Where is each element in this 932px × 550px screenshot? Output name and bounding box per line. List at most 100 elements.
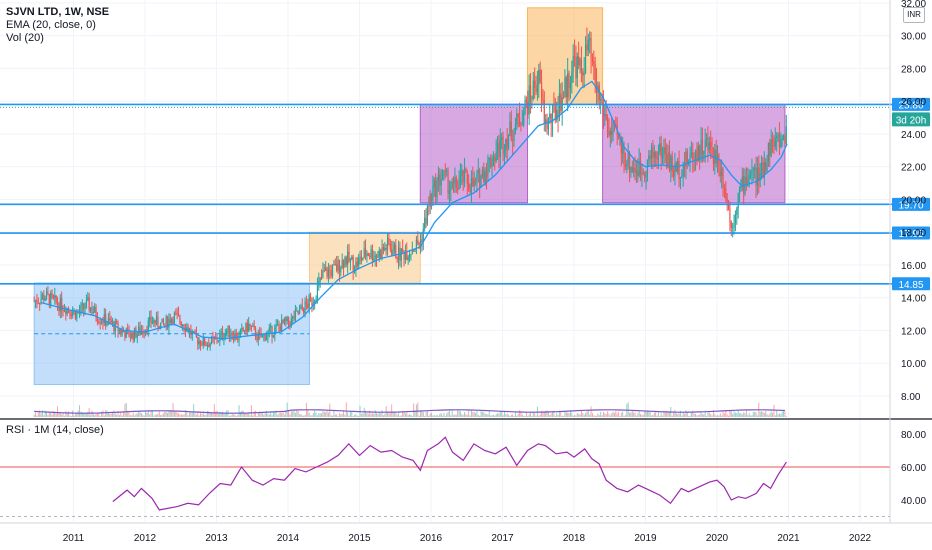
volume-bar	[349, 410, 351, 417]
candle-body	[527, 102, 529, 115]
volume-bar	[730, 410, 732, 417]
candle-body	[220, 331, 222, 335]
candle-body	[540, 81, 543, 98]
candle-body	[410, 253, 412, 255]
volume-bar	[608, 413, 610, 417]
volume-bar	[487, 414, 489, 417]
candle-body	[230, 335, 232, 337]
volume-indicator-label[interactable]: Vol (20)	[6, 32, 44, 44]
horizontal-levels[interactable]: 25.80 19.70 17.95 14.85 3d 20h	[0, 97, 930, 291]
level-price-label: 17.95	[898, 229, 923, 240]
candle-body	[297, 310, 299, 314]
candle-body	[771, 139, 774, 143]
volume-bar	[396, 414, 398, 417]
candle-body	[173, 312, 176, 323]
candle-body	[580, 59, 583, 72]
candle-body	[656, 158, 658, 160]
candle-body	[182, 324, 184, 327]
candle-body	[642, 172, 644, 174]
candle-body	[285, 318, 287, 321]
volume-bar	[146, 412, 148, 417]
volume-bar	[358, 415, 360, 417]
volume-bar	[167, 412, 169, 417]
volume-bar	[498, 413, 500, 417]
volume-bar	[186, 410, 188, 417]
candle-body	[140, 330, 143, 335]
candle-body	[708, 142, 710, 151]
rsi-indicator-label[interactable]: RSI · 1M (14, close)	[6, 424, 104, 436]
volume-bar	[660, 412, 662, 417]
candle-body	[382, 247, 385, 251]
volume-bar	[127, 410, 129, 417]
volume-bar	[776, 410, 778, 417]
candle-body	[608, 131, 610, 136]
volume-bar	[763, 412, 765, 417]
ema-indicator-label[interactable]: EMA (20, close, 0)	[6, 19, 96, 31]
volume-bar	[717, 415, 719, 417]
candle-body	[458, 181, 460, 190]
volume-bar	[444, 415, 446, 417]
candle-body	[506, 138, 508, 149]
volume-bar	[37, 412, 39, 417]
candle-body	[369, 255, 371, 257]
candle-body	[778, 134, 781, 148]
candle-body	[722, 168, 724, 188]
candle-body	[362, 257, 364, 261]
volume-bar	[770, 411, 772, 417]
candle-body	[162, 318, 165, 324]
candle-body	[605, 114, 607, 120]
candle-body	[77, 312, 79, 314]
candle-body	[168, 318, 170, 328]
level-price-tag[interactable]	[892, 226, 930, 240]
volume-bar	[780, 414, 782, 417]
candle-body	[704, 140, 706, 152]
volume-bar	[616, 413, 618, 417]
candle-body	[133, 328, 136, 340]
level-price-tag[interactable]	[892, 277, 930, 291]
volume-bar	[629, 412, 631, 417]
volume-bar	[261, 412, 263, 417]
candle-body	[254, 327, 257, 338]
candle-body	[208, 344, 210, 347]
symbol-title[interactable]: SJVN LTD, 1W, NSE	[6, 6, 110, 18]
candle-body	[388, 237, 390, 245]
candle-body	[701, 139, 704, 156]
candle-body	[183, 324, 185, 329]
candle-body	[452, 181, 455, 184]
volume-bar	[153, 415, 155, 417]
level-price-tag[interactable]	[892, 197, 930, 211]
volume-bar	[149, 414, 151, 417]
volume-bar	[635, 415, 637, 417]
volume-bar	[398, 412, 400, 417]
volume-bar	[33, 414, 35, 417]
volume-bar	[612, 411, 614, 417]
candle-body	[641, 172, 643, 175]
candle-body	[638, 160, 640, 176]
candle-body	[143, 332, 145, 334]
volume-bar	[574, 414, 576, 417]
candle-body	[61, 297, 63, 311]
candle-body	[488, 158, 490, 160]
candle-body	[209, 343, 211, 347]
candle-body	[149, 316, 151, 321]
volume-bar	[382, 415, 384, 417]
currency-badge[interactable]: INR	[903, 7, 925, 23]
candle-body	[129, 336, 132, 338]
level-price-tag[interactable]	[892, 97, 930, 111]
volume-bar	[46, 412, 48, 417]
candle-body	[91, 307, 93, 314]
volume-bar	[435, 415, 437, 417]
volume-bar	[607, 411, 609, 417]
price-tick-label: 18.00	[901, 228, 926, 239]
candle-body	[326, 267, 328, 277]
candle-body	[781, 137, 783, 140]
volume-bar	[505, 414, 507, 417]
candle-body	[450, 188, 452, 190]
candle-body	[418, 243, 420, 245]
candle-body	[125, 328, 127, 338]
volume-bar	[370, 414, 372, 417]
volume-bar	[293, 410, 295, 417]
volume-bar	[667, 412, 669, 417]
